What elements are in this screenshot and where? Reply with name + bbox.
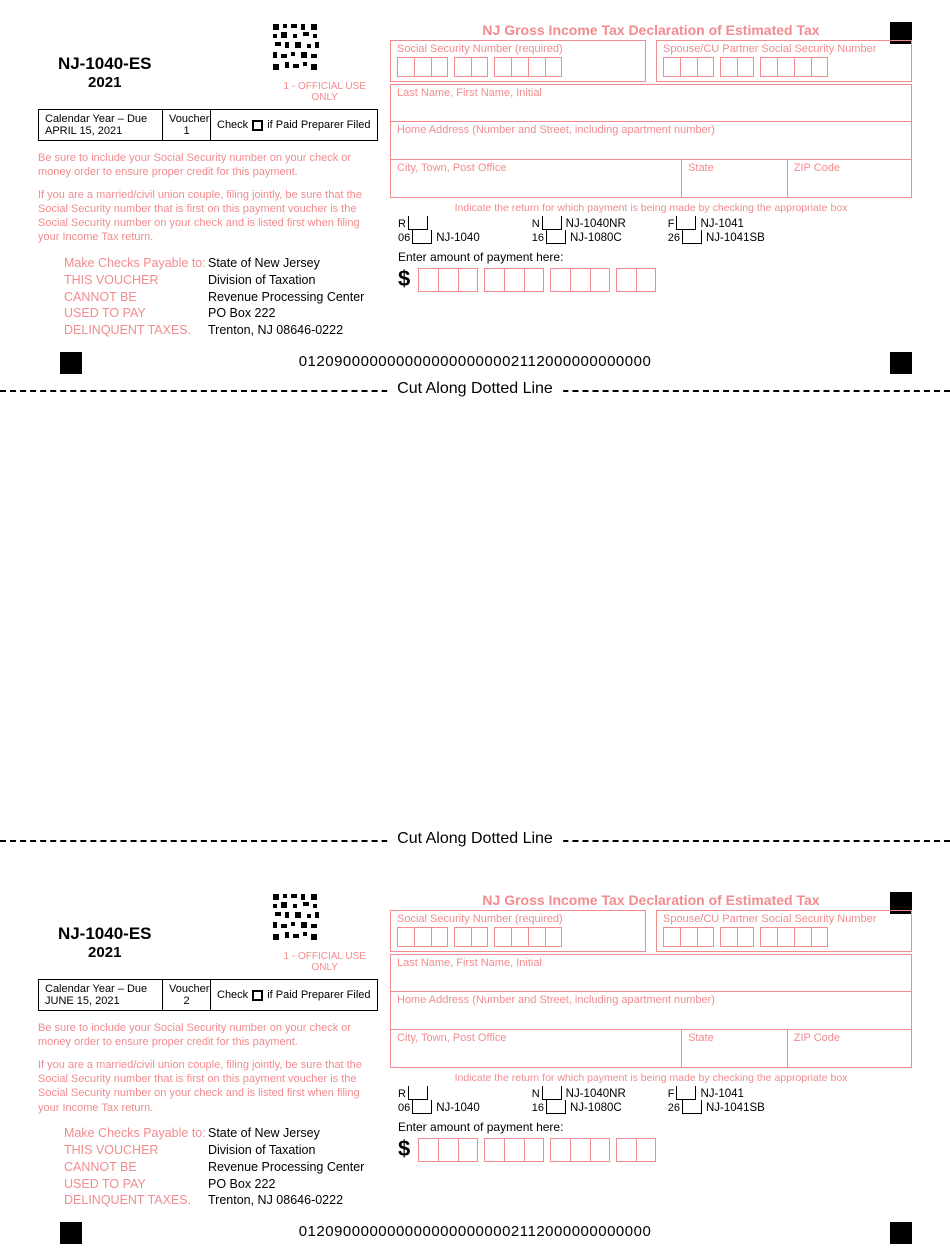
payable-warning: Make Checks Payable to: THIS VOUCHER CAN…: [38, 255, 208, 339]
declaration-title: NJ Gross Income Tax Declaration of Estim…: [390, 22, 912, 38]
city-field[interactable]: City, Town, Post Office: [390, 1030, 682, 1068]
zip-field[interactable]: ZIP Code: [788, 160, 912, 198]
return-checkbox[interactable]: [412, 1100, 432, 1114]
official-use-label: 1 - OFFICIAL USE ONLY: [271, 81, 378, 103]
instructions: Be sure to include your Social Security …: [38, 151, 378, 245]
payment-amount-field[interactable]: [418, 1138, 656, 1162]
due-date: APRIL 15, 2021: [45, 125, 156, 137]
form-year: 2021: [38, 944, 171, 961]
return-checkbox[interactable]: [546, 1100, 566, 1114]
voucher-num: 1: [169, 125, 204, 137]
ssn-field[interactable]: Social Security Number (required): [390, 910, 646, 952]
state-field[interactable]: State: [682, 1030, 788, 1068]
paid-preparer-checkbox[interactable]: [252, 120, 263, 131]
return-checkbox[interactable]: [546, 230, 566, 244]
form-id: NJ-1040-ES: [38, 924, 171, 944]
due-date: JUNE 15, 2021: [45, 995, 156, 1007]
return-hint: Indicate the return for which payment is…: [390, 202, 912, 214]
instructions: Be sure to include your Social Security …: [38, 1021, 378, 1115]
paid-preparer-checkbox[interactable]: [252, 990, 263, 1001]
barcode-number: 0120900000000000000000002112000000000000: [38, 353, 912, 370]
payment-amount-label: Enter amount of payment here:: [390, 1120, 912, 1134]
return-checkbox[interactable]: [412, 230, 432, 244]
payable-address: State of New Jersey Division of Taxation…: [208, 255, 378, 339]
state-field[interactable]: State: [682, 160, 788, 198]
corner-marker: [60, 352, 82, 374]
corner-marker: [60, 1222, 82, 1244]
return-checkbox[interactable]: [408, 216, 428, 230]
voucher-label: Voucher: [169, 113, 204, 125]
voucher-1: NJ-1040-ES 2021 1 - OFFICI: [0, 0, 950, 380]
city-field[interactable]: City, Town, Post Office: [390, 160, 682, 198]
ssn-field[interactable]: Social Security Number (required): [390, 40, 646, 82]
name-field[interactable]: Last Name, First Name, Initial: [390, 84, 912, 122]
spouse-ssn-field[interactable]: Spouse/CU Partner Social Security Number: [656, 40, 912, 82]
address-field[interactable]: Home Address (Number and Street, includi…: [390, 992, 912, 1030]
voucher-num: 2: [169, 995, 204, 1007]
qr-code-icon: 1 - OFFICIAL USE ONLY: [271, 22, 378, 103]
info-table: Calendar Year – Due APRIL 15, 2021 Vouch…: [38, 109, 378, 141]
name-field[interactable]: Last Name, First Name, Initial: [390, 954, 912, 992]
payment-amount-label: Enter amount of payment here:: [390, 250, 912, 264]
spouse-ssn-field[interactable]: Spouse/CU Partner Social Security Number: [656, 910, 912, 952]
return-checkbox[interactable]: [676, 1086, 696, 1100]
address-field[interactable]: Home Address (Number and Street, includi…: [390, 122, 912, 160]
payable-address: State of New Jersey Division of Taxation…: [208, 1125, 378, 1209]
left-column: NJ-1040-ES 2021 1 - OFFICI: [38, 892, 378, 1209]
left-column: NJ-1040-ES 2021 1 - OFFICI: [38, 22, 378, 339]
return-checkbox[interactable]: [682, 230, 702, 244]
cut-line: Cut Along Dotted Line: [0, 390, 950, 410]
info-table: Calendar Year – Due JUNE 15, 2021 Vouche…: [38, 979, 378, 1011]
official-use-label: 1 - OFFICIAL USE ONLY: [271, 951, 378, 973]
zip-field[interactable]: ZIP Code: [788, 1030, 912, 1068]
return-hint: Indicate the return for which payment is…: [390, 1072, 912, 1084]
right-column: NJ Gross Income Tax Declaration of Estim…: [378, 22, 912, 339]
return-type-row: R 06NJ-1040 NNJ-1040NR 16NJ-1080C FNJ-10…: [390, 1086, 912, 1114]
corner-marker: [890, 1222, 912, 1244]
payable-warning: Make Checks Payable to: THIS VOUCHER CAN…: [38, 1125, 208, 1209]
blank-spacer: [0, 420, 950, 830]
dollar-sign: $: [398, 1136, 410, 1162]
cut-line: Cut Along Dotted Line: [0, 840, 950, 860]
return-checkbox[interactable]: [542, 216, 562, 230]
declaration-title: NJ Gross Income Tax Declaration of Estim…: [390, 892, 912, 908]
corner-marker: [890, 352, 912, 374]
dollar-sign: $: [398, 266, 410, 292]
check-pre: Check: [217, 119, 248, 131]
return-checkbox[interactable]: [682, 1100, 702, 1114]
barcode-number: 0120900000000000000000002112000000000000: [38, 1223, 912, 1240]
check-pre: Check: [217, 989, 248, 1001]
voucher-2: NJ-1040-ES 2021 1 - OFFICI: [0, 870, 950, 1250]
voucher-label: Voucher: [169, 983, 204, 995]
check-post: if Paid Preparer Filed: [267, 989, 370, 1001]
right-column: NJ Gross Income Tax Declaration of Estim…: [378, 892, 912, 1209]
form-year: 2021: [38, 74, 171, 91]
due-label: Calendar Year – Due: [45, 113, 156, 125]
return-checkbox[interactable]: [676, 216, 696, 230]
due-label: Calendar Year – Due: [45, 983, 156, 995]
return-checkbox[interactable]: [408, 1086, 428, 1100]
qr-code-icon: 1 - OFFICIAL USE ONLY: [271, 892, 378, 973]
form-id: NJ-1040-ES: [38, 54, 171, 74]
return-type-row: R 06NJ-1040 NNJ-1040NR 16NJ-1080C FNJ-10…: [390, 216, 912, 244]
payment-amount-field[interactable]: [418, 268, 656, 292]
check-post: if Paid Preparer Filed: [267, 119, 370, 131]
return-checkbox[interactable]: [542, 1086, 562, 1100]
